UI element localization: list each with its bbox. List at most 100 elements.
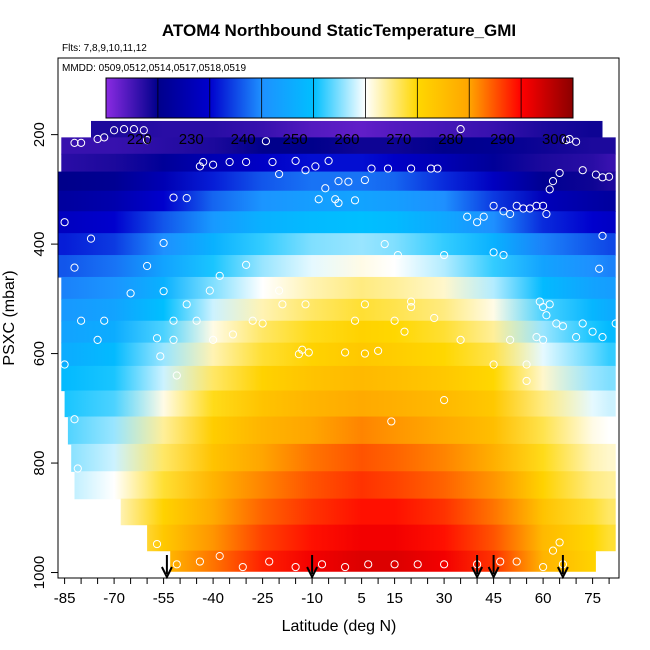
observation-point (387, 417, 396, 426)
colorbar-tick-label: 240 (231, 131, 256, 148)
heatmap-row (147, 524, 616, 552)
observation-point (195, 557, 204, 566)
observation-point (489, 360, 498, 369)
observation-point (542, 311, 551, 320)
observation-point (407, 297, 416, 306)
observation-point (350, 316, 360, 325)
observation-point (367, 164, 376, 173)
observation-point (522, 360, 531, 369)
observation-point (258, 319, 267, 328)
observation-point (542, 209, 551, 219)
y-axis-label: PSXC (mbar) (1, 270, 18, 365)
observation-point (341, 348, 350, 357)
colorbar-tick-label: 220 (127, 131, 152, 148)
observation-point (578, 319, 587, 328)
observation-point (334, 198, 343, 208)
observation-point (548, 177, 558, 186)
heatmap-row (74, 471, 616, 500)
observation-point (215, 552, 224, 561)
observation-point (545, 185, 554, 194)
observation-point (440, 250, 449, 260)
observation-point (311, 162, 320, 171)
observation-point (228, 330, 237, 339)
observation-point (242, 260, 251, 270)
observation-point (301, 300, 310, 309)
observation-point (430, 313, 439, 323)
observation-point (321, 184, 330, 193)
observation-point (374, 346, 383, 355)
observation-point (156, 352, 165, 361)
observation-point (261, 137, 270, 146)
observation-point (129, 125, 138, 134)
observation-point (456, 335, 465, 344)
x-tick-label: 30 (436, 590, 453, 607)
observation-point (139, 126, 148, 135)
observation-point (143, 261, 152, 271)
observation-point (539, 201, 548, 210)
heatmap-row (67, 416, 616, 445)
y-tick-label: 800 (31, 451, 48, 476)
observation-point (70, 263, 79, 272)
observation-point (225, 157, 234, 167)
observation-point (473, 218, 482, 227)
heatmap-row (170, 550, 596, 572)
x-tick-label: 60 (535, 590, 552, 607)
latitude-markers (161, 555, 569, 580)
x-tick-label: 75 (584, 590, 601, 607)
heatmap-row (61, 276, 616, 300)
title-group: ATOM4 Northbound StaticTemperature_GMI F… (62, 21, 516, 74)
heatmap-row (61, 342, 616, 367)
colorbar-tick-label: 250 (283, 131, 308, 148)
observation-point (572, 333, 581, 342)
observation-point (182, 194, 191, 203)
observation-point (182, 300, 191, 309)
x-tick-label: -25 (252, 590, 274, 607)
observation-point (334, 177, 343, 186)
observation-point (545, 300, 554, 309)
marker-arrow-head (306, 566, 318, 580)
heatmap-row (58, 233, 616, 256)
observation-point (209, 335, 218, 344)
heatmap-layer (58, 120, 616, 572)
colorbar-tick-label: 290 (490, 131, 515, 148)
observation-point (291, 156, 300, 166)
observation-point (268, 157, 277, 167)
marker-arrow-head (557, 566, 569, 580)
observation-point (572, 137, 581, 146)
y-tick-label: 600 (31, 341, 48, 366)
observation-point (463, 212, 472, 221)
observation-point (595, 264, 604, 273)
observation-point (393, 250, 402, 260)
observation-point (407, 164, 416, 173)
observation-point (598, 333, 607, 342)
dates-subtitle: MMDD: 0509,0512,0514,0517,0518,0519 (62, 63, 246, 74)
colorbar-border (105, 77, 574, 119)
observation-points (60, 125, 620, 572)
observation-point (341, 562, 350, 572)
observation-point (539, 335, 548, 344)
observation-point (152, 539, 162, 549)
observation-point (238, 562, 247, 572)
observation-point (100, 133, 109, 142)
chart-title: ATOM4 Northbound StaticTemperature_GMI (162, 21, 516, 40)
observation-point (558, 322, 568, 331)
observation-point (60, 218, 69, 227)
flights-subtitle: Flts: 7,8,9,10,11,12 (62, 43, 147, 54)
observation-point (364, 560, 373, 569)
observation-point (360, 175, 369, 185)
observation-point (317, 560, 327, 569)
observation-point (248, 316, 257, 325)
observation-point (301, 166, 310, 175)
heatmap-row (61, 298, 616, 322)
observation-point (60, 360, 69, 369)
observation-point (555, 538, 564, 547)
y-axis: 200 400 600 800 1000 (31, 122, 58, 589)
observation-point (169, 193, 178, 202)
observation-point (539, 562, 548, 572)
observation-point (199, 157, 208, 167)
observation-point (159, 287, 168, 296)
observation-point (86, 234, 96, 243)
colorbar: 220 230 240 250 260 270 280 290 300 (105, 77, 574, 148)
observation-point (522, 376, 531, 386)
heatmap-row (64, 390, 616, 418)
